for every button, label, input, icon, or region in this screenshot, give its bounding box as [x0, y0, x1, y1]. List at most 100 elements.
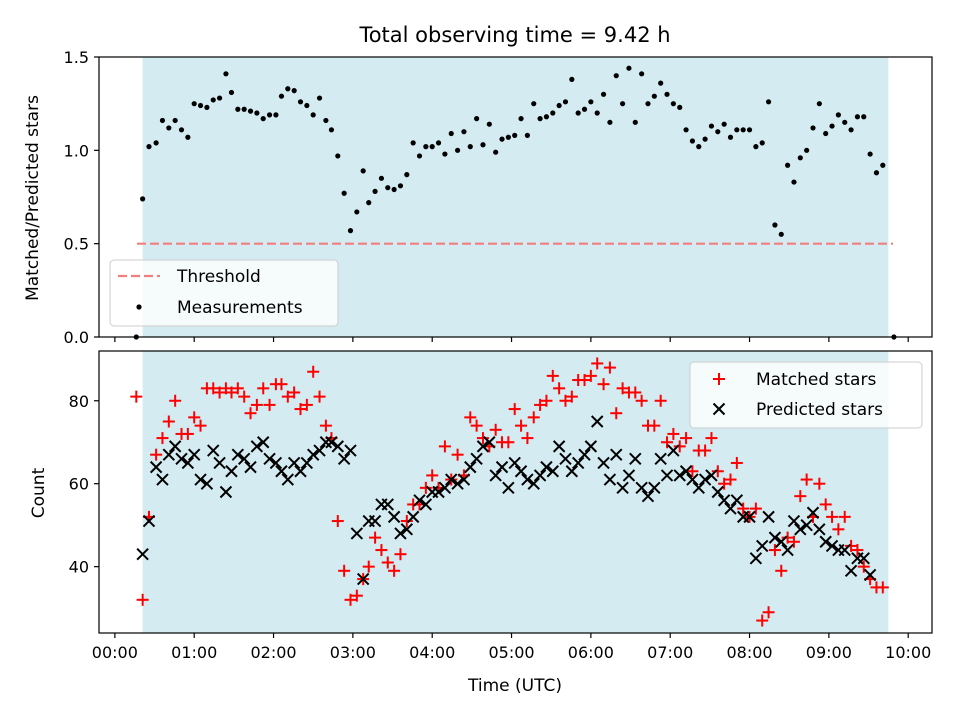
- predicted-stars-point: [806, 506, 820, 519]
- measurement-point: [715, 129, 721, 135]
- predicted-stars-point: [679, 465, 693, 478]
- predicted-stars-point-b: [489, 469, 502, 482]
- predicted-stars-point-b: [762, 510, 775, 524]
- predicted-stars-point: [275, 465, 288, 478]
- matched-stars-point: [673, 440, 686, 453]
- predicted-stars-point: [207, 444, 220, 457]
- measurement-point: [575, 110, 581, 116]
- matched-stars-point: [375, 544, 388, 557]
- predicted-stars-point: [756, 539, 769, 553]
- predicted-stars-point-b: [711, 485, 725, 499]
- predicted-stars-point: [686, 473, 699, 486]
- predicted-stars-point: [775, 535, 788, 548]
- measurement-point: [140, 196, 146, 202]
- measurement-point: [416, 153, 423, 159]
- measurement-point: [835, 112, 841, 118]
- matched-stars-point: [781, 531, 794, 544]
- measurement-point: [848, 127, 854, 133]
- x-tick-label: 05:00: [488, 643, 534, 662]
- matched-stars-point: [257, 382, 270, 395]
- predicted-stars-point: [483, 436, 496, 449]
- matched-stars-point: [730, 456, 743, 469]
- predicted-stars-point-b: [743, 510, 756, 524]
- predicted-stars-point: [781, 543, 794, 557]
- predicted-stars-point-b: [244, 460, 257, 474]
- predicted-legend-label: Predicted stars: [756, 400, 883, 420]
- predicted-stars-point: [673, 469, 686, 482]
- measurement-point: [480, 142, 486, 148]
- predicted-stars-point-b: [629, 452, 642, 466]
- measurement-point: [423, 144, 429, 150]
- predicted-stars-point-b: [616, 481, 629, 495]
- measurement-point: [861, 114, 867, 120]
- predicted-stars-point: [717, 494, 731, 507]
- predicted-stars-point: [635, 481, 648, 495]
- predicted-stars-point: [629, 452, 642, 466]
- measurement-point: [810, 125, 816, 131]
- measurement-point: [166, 125, 172, 131]
- bottom-legend: Matched stars Predicted stars: [689, 361, 923, 429]
- measurement-point: [273, 112, 279, 118]
- matched-stars-point: [225, 386, 238, 399]
- predicted-stars-point-b: [514, 465, 528, 478]
- matched-stars-point: [515, 419, 528, 432]
- predicted-stars-point-b: [250, 440, 264, 453]
- predicted-stars-point-b: [275, 465, 288, 478]
- measurement-point: [581, 106, 588, 112]
- predicted-stars-point: [313, 444, 326, 457]
- predicted-stars-point: [419, 498, 433, 511]
- predicted-stars-point-b: [231, 448, 245, 461]
- predicted-stars-point: [724, 502, 737, 515]
- measurement-point: [228, 89, 235, 96]
- matched-stars-point: [250, 398, 263, 411]
- matched-stars-point: [749, 502, 762, 515]
- matched-stars-point: [610, 407, 623, 420]
- matched-stars-point: [857, 560, 870, 573]
- measurement-point: [247, 108, 254, 114]
- x-tick-label: 09:00: [806, 643, 852, 662]
- predicted-stars-point-b: [679, 465, 693, 478]
- predicted-stars-point-b: [187, 448, 201, 461]
- predicted-stars-point: [762, 510, 775, 524]
- predicted-stars-point-b: [162, 448, 176, 461]
- predicted-stars-point-b: [597, 456, 610, 470]
- predicted-stars-point-b: [724, 502, 737, 515]
- top-y-tick-label: 0.5: [64, 235, 89, 254]
- bottom-y-tick-label: 80: [69, 392, 89, 411]
- measurement-point: [505, 134, 511, 140]
- top-legend-box: [109, 259, 339, 327]
- predicted-stars-point-b: [451, 477, 464, 490]
- predicted-stars-point: [257, 436, 270, 449]
- predicted-stars-point: [457, 473, 471, 486]
- predicted-stars-point-b: [344, 444, 357, 457]
- predicted-stars-point: [400, 523, 414, 536]
- chart-title: Total observing time = 9.42 h: [358, 23, 670, 47]
- x-tick-label: 06:00: [568, 643, 614, 662]
- measurement-point: [632, 119, 638, 125]
- measurement-point: [664, 91, 670, 97]
- measurement-point: [708, 123, 715, 129]
- predicted-stars-point-b: [306, 448, 320, 461]
- predicted-stars-point-b: [200, 477, 214, 490]
- predicted-stars-point: [344, 444, 357, 457]
- measurement-point: [328, 127, 335, 133]
- predicted-stars-point-b: [857, 552, 870, 565]
- matched-stars-point: [231, 382, 244, 395]
- predicted-stars-point-b: [730, 494, 744, 507]
- x-tick-label: 04:00: [409, 643, 455, 662]
- matched-stars-point: [648, 419, 661, 432]
- predicted-stars-point-b: [800, 518, 813, 532]
- matched-stars-point: [661, 436, 674, 449]
- measurement-point: [378, 175, 385, 181]
- measurement-point: [297, 99, 304, 105]
- predicted-stars-point-b: [175, 452, 188, 466]
- predicted-stars-point: [749, 552, 763, 565]
- matched-stars-point: [756, 614, 769, 627]
- predicted-stars-point: [168, 440, 182, 453]
- top-panel: 0.0 0.5 1.0 1.5 Threshold Measurements: [64, 48, 933, 347]
- predicted-stars-point-b: [457, 473, 471, 486]
- measurement-point: [702, 136, 708, 142]
- matched-stars-point: [775, 564, 788, 577]
- matched-stars-point: [737, 502, 750, 515]
